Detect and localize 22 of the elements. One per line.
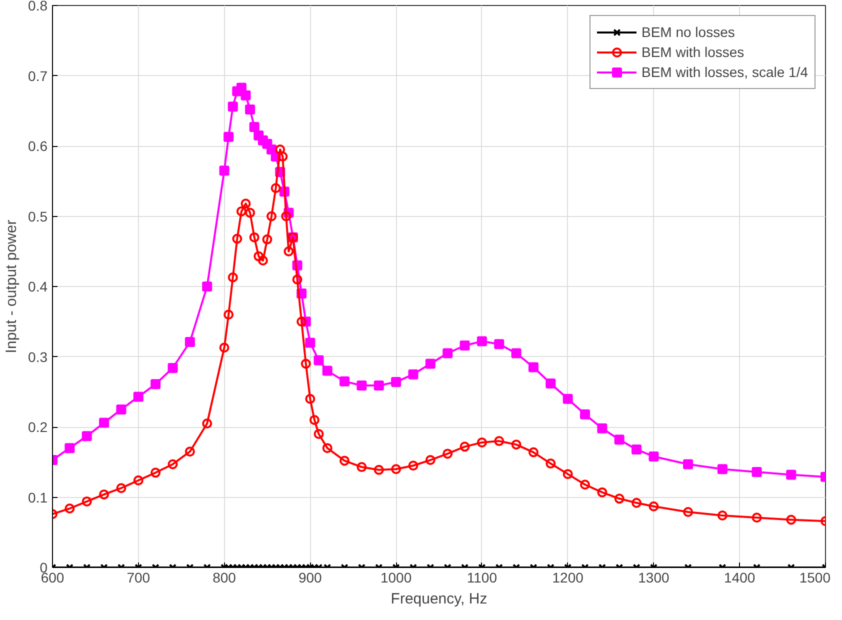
x-tick-label: 900 bbox=[298, 570, 322, 586]
y-tick-label: 0.7 bbox=[28, 68, 48, 84]
y-tick-label: 0.1 bbox=[28, 489, 48, 506]
y-tick-label: 0.4 bbox=[28, 278, 48, 294]
y-tick-label: 0.8 bbox=[28, 0, 48, 14]
legend-label: BEM with losses, scale 1/4 bbox=[641, 64, 808, 80]
y-tick-label: 0.3 bbox=[28, 348, 48, 365]
x-tick-label: 1500 bbox=[799, 570, 831, 586]
legend-label: BEM with losses bbox=[641, 44, 744, 60]
x-tick-label: 800 bbox=[212, 570, 236, 586]
x-tick-label: 1200 bbox=[552, 570, 584, 586]
y-axis-title: Input - output power bbox=[3, 220, 20, 354]
y-tick-label: 0.5 bbox=[28, 208, 48, 224]
x-tick-label: 1400 bbox=[724, 570, 756, 586]
x-tick-label: 1300 bbox=[638, 570, 670, 586]
y-tick-label: 0.6 bbox=[28, 138, 48, 154]
y-tick-label: 0.2 bbox=[28, 419, 48, 435]
x-axis-title: Frequency, Hz bbox=[390, 590, 488, 608]
x-tick-label: 1000 bbox=[380, 570, 412, 586]
x-tick-label: 700 bbox=[126, 570, 150, 586]
x-tick-label: 1100 bbox=[466, 570, 498, 586]
legend-label: BEM no losses bbox=[641, 24, 735, 40]
